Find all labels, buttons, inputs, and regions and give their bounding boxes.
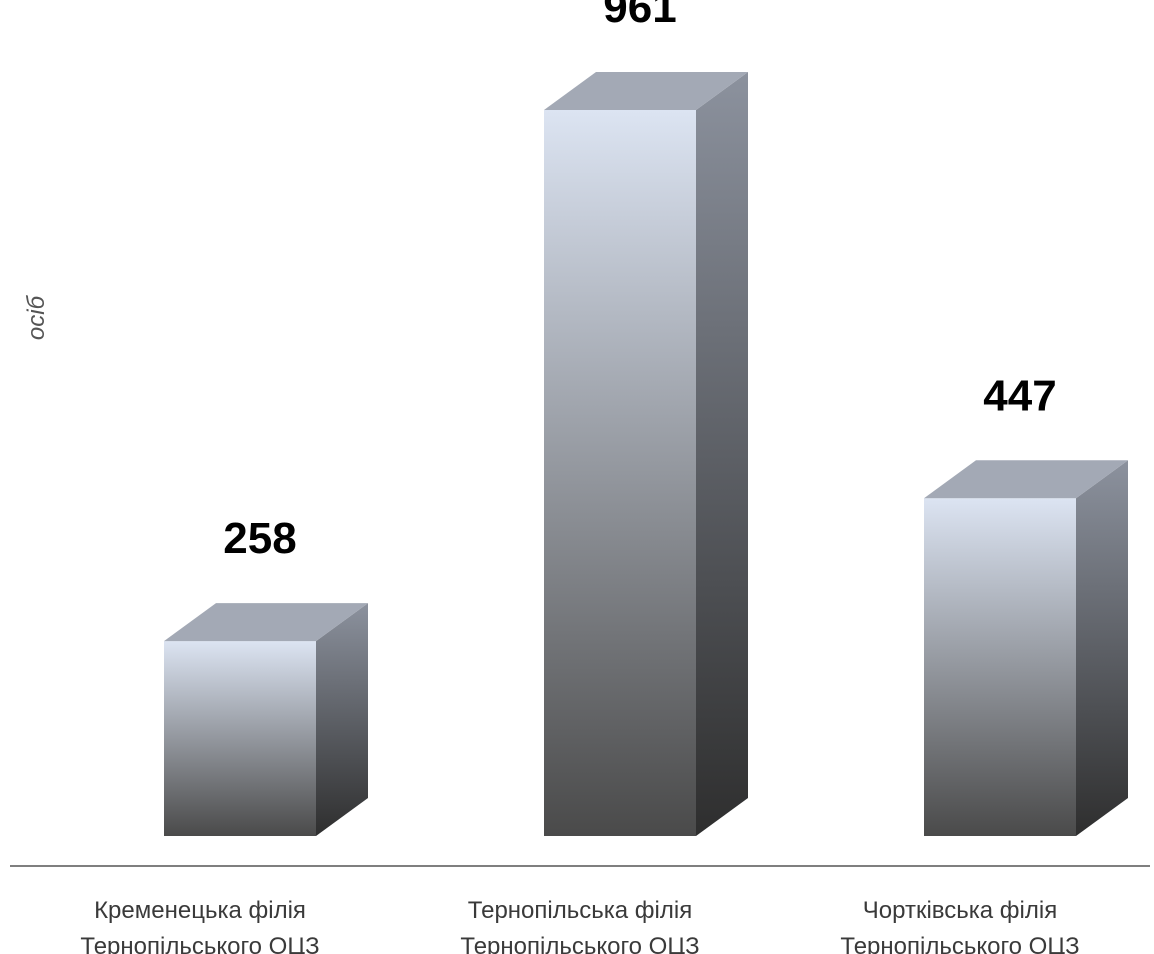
- labels-group: 258 Кременецька філія Тернопільського ОЦЗ 9…: [80, 0, 1079, 954]
- bars-group: [164, 72, 1128, 836]
- category-label-1: Кременецька філія Тернопільського ОЦЗ: [80, 897, 319, 954]
- bar-front-face: [544, 110, 696, 836]
- data-label-1: 258: [223, 514, 296, 563]
- data-label-3: 447: [983, 371, 1056, 420]
- y-axis-label: осіб: [23, 294, 50, 340]
- bar-front-face: [164, 641, 316, 836]
- data-label-2: 961: [603, 0, 676, 32]
- bar-top-face: [544, 72, 748, 110]
- category-label-2: Тернопільська філія Тернопільського ОЦЗ: [460, 897, 699, 954]
- bar-top-face: [924, 460, 1128, 499]
- bar-1: [164, 603, 368, 836]
- category-label-3: Чортківська філія Тернопільського ОЦЗ: [840, 897, 1079, 954]
- bar-2: [544, 72, 748, 836]
- bar-side-face: [316, 603, 368, 836]
- bar-front-face: [924, 498, 1076, 836]
- bar-top-face: [164, 603, 368, 642]
- bar-3: [924, 460, 1128, 836]
- bar-side-face: [1076, 460, 1128, 836]
- bar-side-face: [696, 72, 748, 836]
